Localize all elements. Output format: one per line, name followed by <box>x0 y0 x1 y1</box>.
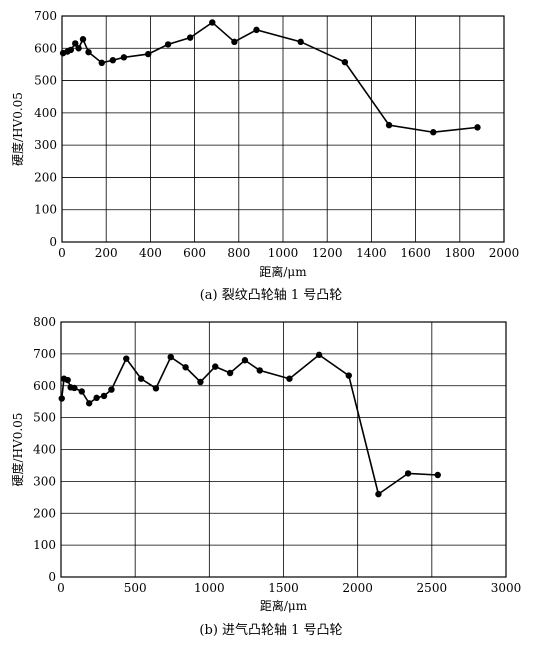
x-tick-label: 2000 <box>342 581 373 595</box>
x-tick-label: 400 <box>139 246 162 260</box>
data-point <box>137 375 145 382</box>
y-axis-label: 硬度/HV0.05 <box>10 92 25 166</box>
data-point <box>345 372 352 379</box>
data-point <box>167 353 174 361</box>
data-point <box>144 50 152 58</box>
x-tick-label: 1500 <box>268 581 299 595</box>
x-tick-label: 200 <box>95 246 118 260</box>
plot-frame <box>61 15 505 243</box>
data-point <box>186 34 194 41</box>
data-point <box>78 388 85 395</box>
data-point <box>253 26 260 34</box>
x-tick-label: 1200 <box>312 246 343 260</box>
y-tick-label: 300 <box>34 138 57 152</box>
data-point <box>182 364 189 371</box>
x-tick-label: 1000 <box>268 246 299 260</box>
plot-frame <box>60 321 507 578</box>
data-point <box>430 129 437 136</box>
data-point <box>64 376 71 384</box>
data-point <box>226 369 234 377</box>
data-point <box>108 386 115 393</box>
y-tick-label: 400 <box>34 106 57 120</box>
data-point <box>120 54 128 61</box>
data-point <box>164 41 172 48</box>
data-point <box>75 45 82 52</box>
data-point <box>286 375 293 382</box>
y-tick-label: 200 <box>34 170 57 184</box>
data-point <box>209 19 216 26</box>
data-point <box>404 470 412 477</box>
data-point <box>474 124 481 131</box>
data-point <box>71 384 78 392</box>
data-point <box>315 351 323 359</box>
x-axis-label: 距离/μm <box>260 598 308 613</box>
y-tick-label: 700 <box>33 347 56 361</box>
x-tick-label: 1400 <box>356 246 387 260</box>
chart-b: 0 500 1000 1500 2000 2500 3000 0 100 200 300 400 500… <box>10 315 521 638</box>
data-point <box>197 378 204 386</box>
data-point <box>93 394 100 402</box>
y-tick-label: 400 <box>33 443 56 457</box>
x-tick-label: 1800 <box>445 246 476 260</box>
data-point <box>123 355 130 362</box>
y-tick-label: 500 <box>33 411 56 425</box>
data-point <box>256 367 263 374</box>
data-point <box>241 357 249 364</box>
figure-caption: (a) 裂纹凸轮轴 1 号凸轮 <box>200 288 343 303</box>
x-axis-label: 距离/μm <box>259 264 307 279</box>
data-point <box>375 490 382 498</box>
data-point <box>98 59 105 67</box>
y-tick-label: 0 <box>49 235 57 249</box>
x-tick-label: 800 <box>227 246 250 260</box>
series-line <box>60 353 438 496</box>
y-tick-label: 800 <box>33 315 56 329</box>
x-tick-label: 0 <box>57 581 65 595</box>
chart-a: 0 200 400 600 800 1000 1200 1400 1600 1800 2000 0 10… <box>10 9 519 303</box>
data-point <box>385 121 393 129</box>
data-point <box>58 395 65 402</box>
y-tick-label: 300 <box>33 474 56 488</box>
x-tick-label: 1000 <box>194 581 225 595</box>
data-point <box>297 38 304 46</box>
y-tick-label: 600 <box>34 41 57 55</box>
data-point <box>109 57 117 64</box>
data-point <box>152 385 160 392</box>
data-point <box>72 40 79 47</box>
x-tick-label: 2500 <box>417 581 448 595</box>
data-point <box>79 36 87 43</box>
x-tick-label: 2000 <box>489 246 520 260</box>
data-point <box>67 46 75 54</box>
data-point <box>434 471 441 479</box>
y-tick-label: 700 <box>34 9 57 23</box>
data-point <box>85 48 92 56</box>
x-tick-label: 500 <box>124 581 147 595</box>
y-tick-label: 500 <box>34 74 57 88</box>
x-tick-label: 3000 <box>491 581 522 595</box>
y-axis-label: 硬度/HV0.05 <box>10 413 25 487</box>
figure-caption: (b) 进气凸轮轴 1 号凸轮 <box>199 622 342 638</box>
y-tick-label: 100 <box>34 203 57 217</box>
x-tick-label: 600 <box>183 246 206 260</box>
y-tick-label: 0 <box>48 570 56 584</box>
data-point <box>100 392 108 400</box>
data-point <box>341 58 349 66</box>
y-tick-label: 600 <box>33 379 56 393</box>
data-point <box>231 38 238 46</box>
x-tick-label: 0 <box>58 246 66 260</box>
y-tick-label: 100 <box>33 538 56 552</box>
x-tick-label: 1600 <box>400 246 431 260</box>
data-point <box>85 400 93 407</box>
y-tick-label: 200 <box>33 506 56 520</box>
data-point <box>212 363 219 370</box>
